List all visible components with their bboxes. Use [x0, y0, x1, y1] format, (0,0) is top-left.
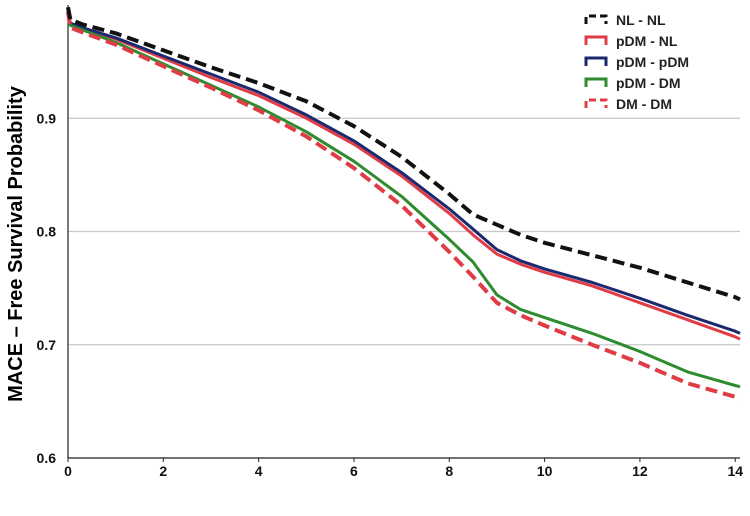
y-tick-label: 0.9	[37, 110, 57, 126]
x-tick-label: 14	[727, 463, 743, 479]
legend-symbol	[584, 77, 608, 87]
legend-label: pDM - pDM	[616, 54, 689, 70]
legend-symbol	[584, 56, 608, 66]
x-tick-label: 10	[537, 463, 553, 479]
series-lines	[66, 6, 741, 401]
legend-label: DM - DM	[616, 96, 672, 112]
series-line-pdm-dm	[66, 10, 741, 389]
y-tick-label: 0.7	[37, 337, 57, 353]
legend-label: NL - NL	[616, 12, 666, 28]
axes	[67, 5, 740, 459]
y-tick-labels: 0.6 0.7 0.8 0.9	[37, 110, 57, 466]
series-line-dm-dm	[66, 11, 741, 401]
y-tick-label: 0.6	[37, 450, 57, 466]
legend-label: pDM - NL	[616, 33, 678, 49]
x-tick-label: 12	[632, 463, 648, 479]
x-tick-label: 8	[445, 463, 453, 479]
legend-label: pDM - DM	[616, 75, 681, 91]
series-line-nl-nl	[66, 6, 741, 302]
x-tick-label: 2	[159, 463, 167, 479]
legend-symbol	[584, 14, 608, 24]
legend: NL - NL pDM - NL pDM - pDM pDM - DM DM - DM	[584, 12, 689, 112]
legend-symbol	[584, 35, 608, 45]
x-tick-label: 6	[350, 463, 358, 479]
y-axis-title: MACE – Free Survival Probability	[5, 85, 27, 402]
y-tick-label: 0.8	[37, 224, 57, 240]
x-tick-labels: 0 2 4 6 8 10 12 14	[64, 458, 743, 479]
series-line-pdm-pdm	[66, 9, 741, 335]
x-tick-label: 4	[255, 463, 263, 479]
grid	[68, 117, 740, 346]
x-tick-label: 0	[64, 463, 72, 479]
legend-symbol	[584, 98, 608, 108]
